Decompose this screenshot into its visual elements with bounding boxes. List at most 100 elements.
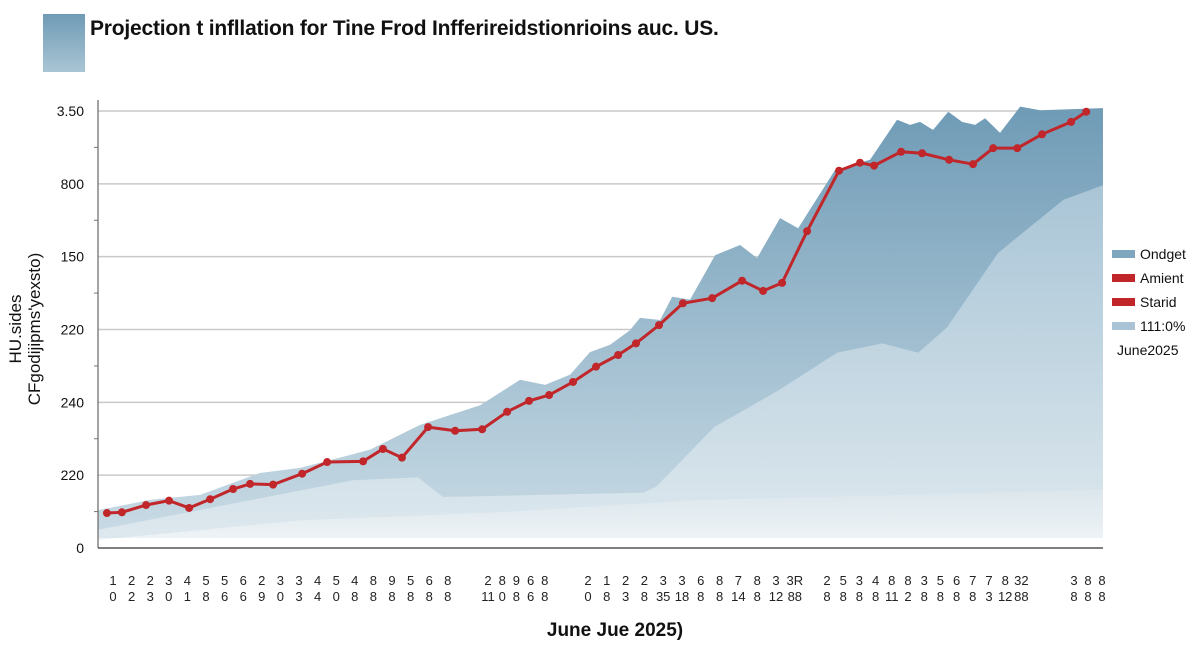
x-tick-label: 8 — [541, 589, 548, 604]
x-tick-label: 8 — [641, 589, 648, 604]
x-tick-label: 8 — [407, 589, 414, 604]
data-point — [632, 339, 641, 348]
legend-note: June2025 — [1117, 342, 1179, 358]
x-tick-label: 8 — [370, 573, 377, 588]
x-tick-label: 2 — [641, 573, 648, 588]
axes — [97, 100, 1103, 549]
data-point — [856, 158, 865, 167]
y-tick-label: 220 — [61, 322, 85, 338]
legend-swatch — [1112, 250, 1135, 258]
legend-label: 111:0% — [1140, 318, 1186, 334]
x-tick-label: 8 — [840, 589, 847, 604]
data-point — [870, 161, 879, 170]
y-tick-label: 3.50 — [57, 103, 84, 119]
area-series — [98, 106, 1103, 540]
x-tick-label: 88 — [1014, 589, 1028, 604]
x-tick-label: 6 — [527, 573, 534, 588]
x-tick-label: 1 — [184, 589, 191, 604]
x-tick-label: 3 — [856, 573, 863, 588]
data-point — [229, 485, 238, 494]
x-tick-label: 8 — [444, 589, 451, 604]
data-point — [397, 453, 406, 462]
x-tick-label: 8 — [603, 589, 610, 604]
x-tick-label: 3 — [277, 573, 284, 588]
x-tick-label: 2 — [484, 573, 491, 588]
legend-swatch — [1112, 322, 1135, 330]
x-tick-label: 5 — [221, 573, 228, 588]
x-tick-label: 2 — [258, 573, 265, 588]
x-tick-label: 2 — [622, 573, 629, 588]
x-tick-label: 8 — [904, 573, 911, 588]
data-point — [503, 407, 512, 416]
x-tick-label: 8 — [872, 589, 879, 604]
x-tick-label: 8 — [716, 589, 723, 604]
data-point — [478, 425, 487, 434]
data-point — [117, 508, 126, 517]
x-tick-label: 2 — [584, 573, 591, 588]
data-point — [1013, 144, 1022, 153]
x-tick-label: 0 — [333, 589, 340, 604]
data-point — [969, 160, 978, 169]
data-point — [424, 423, 433, 432]
x-tick-label: 7 — [985, 573, 992, 588]
x-tick-label: 11 — [481, 589, 495, 604]
x-tick-label: 8 — [716, 573, 723, 588]
data-point — [989, 144, 998, 153]
line-series — [102, 107, 1091, 518]
area-1110 — [98, 185, 1103, 539]
data-point — [708, 294, 717, 303]
x-tick-label: 2 — [823, 573, 830, 588]
x-tick-label: 5 — [840, 573, 847, 588]
y-tick-label: 220 — [61, 467, 85, 483]
data-point — [1082, 107, 1091, 116]
x-tick-label: 6 — [697, 573, 704, 588]
data-point — [359, 457, 368, 466]
data-point — [678, 299, 687, 308]
y-axis-title: HU.sides CFgodijipms'yexsto) — [6, 214, 44, 444]
x-tick-label: 8 — [1084, 573, 1091, 588]
data-point — [165, 496, 174, 505]
x-tick-label: 11 — [885, 589, 899, 604]
legend-item-starid: Starid — [1112, 290, 1186, 314]
x-tick-label: 3 — [678, 573, 685, 588]
x-tick-label: 0 — [109, 589, 116, 604]
data-point — [614, 350, 623, 359]
x-tick-label: 8 — [856, 589, 863, 604]
x-tick-labels: 1022233041585666293033445048889858688821… — [109, 573, 1105, 604]
x-tick-label: 6 — [240, 573, 247, 588]
x-tick-label: 14 — [731, 589, 745, 604]
data-point — [945, 155, 954, 164]
y-tick-label: 800 — [61, 176, 85, 192]
data-point — [206, 495, 215, 504]
x-tick-label: 8 — [697, 589, 704, 604]
x-tick-label: 0 — [584, 589, 591, 604]
x-tick-label: 9 — [388, 573, 395, 588]
data-point — [569, 377, 578, 386]
legend: Ondget Amient Starid 111:0% June2025 — [1112, 242, 1186, 362]
x-tick-label: 9 — [258, 589, 265, 604]
data-point — [525, 396, 534, 405]
y-tick-labels: 0 220 240 220 150 800 3.50 — [57, 103, 84, 556]
data-point — [897, 147, 906, 156]
x-tick-label: 1 — [603, 573, 610, 588]
legend-item-ondget: Ondget — [1112, 242, 1186, 266]
x-tick-label: 8 — [1070, 589, 1077, 604]
data-point — [592, 362, 601, 371]
x-tick-label: 18 — [675, 589, 689, 604]
data-point — [803, 227, 812, 236]
chart-title: Projection t infllation for Tine Frod In… — [90, 17, 719, 40]
x-tick-label: 7 — [969, 573, 976, 588]
x-tick-label: 5 — [202, 573, 209, 588]
data-point — [185, 503, 194, 512]
data-point — [918, 149, 927, 158]
x-tick-label: 3 — [772, 573, 779, 588]
x-tick-label: 8 — [823, 589, 830, 604]
y-axis-title-line2: CFgodijipms'yexsto) — [25, 252, 44, 406]
x-tick-label: 3 — [295, 573, 302, 588]
data-point — [1038, 130, 1047, 139]
y-tick-label: 150 — [61, 249, 85, 265]
x-tick-label: 6 — [527, 589, 534, 604]
x-tick-label: 8 — [754, 573, 761, 588]
legend-label: Amient — [1140, 270, 1184, 286]
